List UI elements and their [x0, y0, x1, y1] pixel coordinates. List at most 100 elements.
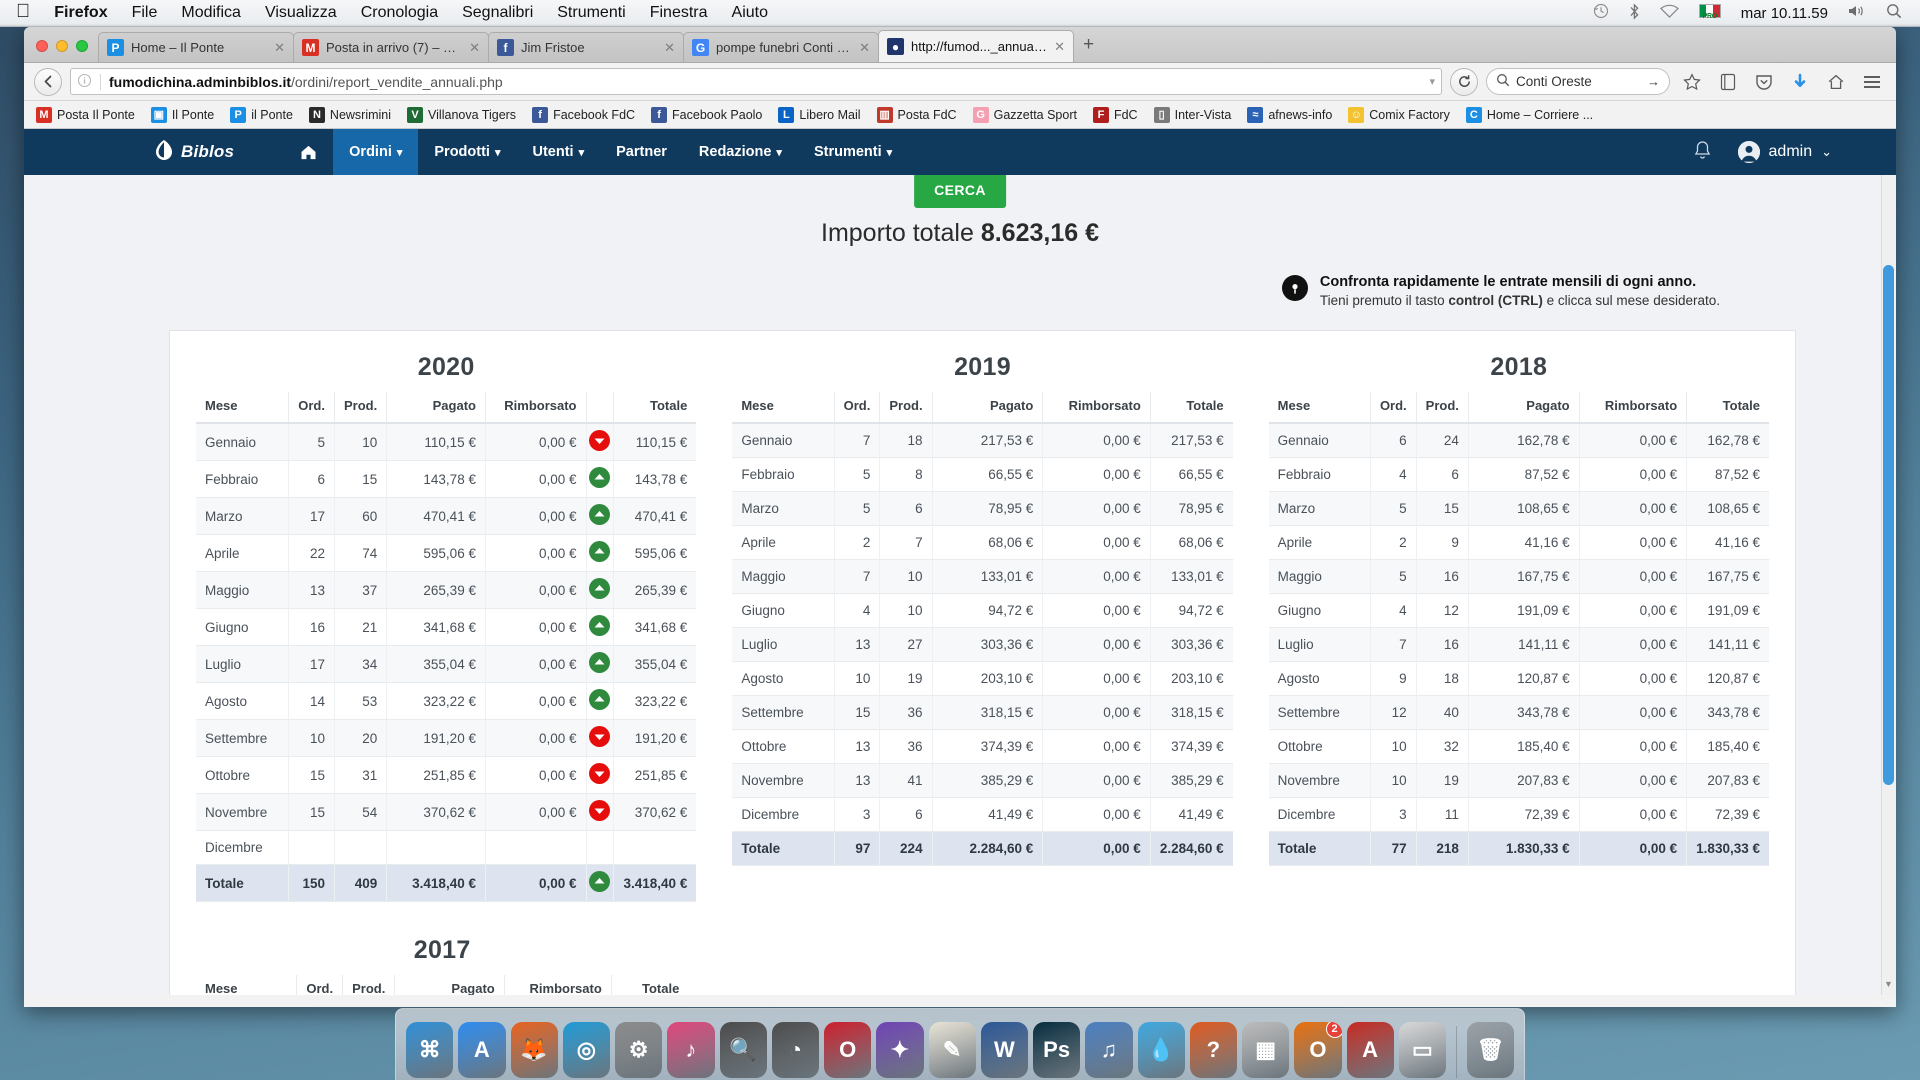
- wifi-icon[interactable]: [1659, 4, 1679, 22]
- cell-mese[interactable]: Agosto: [1268, 661, 1371, 696]
- dock-icon-opera[interactable]: O: [824, 1022, 872, 1078]
- cell-mese[interactable]: Marzo: [196, 497, 290, 535]
- cell-mese[interactable]: Gennaio: [732, 423, 835, 458]
- nav-item-redazione[interactable]: Redazione ▾: [683, 129, 798, 175]
- home-icon[interactable]: [1822, 68, 1850, 96]
- close-window-button[interactable]: [36, 40, 48, 52]
- table-row[interactable]: Marzo 5 6 78,95 €0,00 €78,95 €: [732, 491, 1233, 526]
- table-row[interactable]: Maggio 7 10 133,01 €0,00 €133,01 €: [732, 559, 1233, 594]
- table-row[interactable]: Dicembre: [196, 830, 697, 865]
- cell-mese[interactable]: Luglio: [732, 627, 835, 662]
- bookmark-item[interactable]: G Gazzetta Sport: [967, 105, 1083, 125]
- apple-logo-icon[interactable]: : [16, 2, 30, 21]
- cell-mese[interactable]: Gennaio: [196, 423, 290, 461]
- dock-icon-audacity[interactable]: ♫: [1085, 1022, 1133, 1078]
- cell-mese[interactable]: Giugno: [196, 608, 290, 646]
- bookmark-item[interactable]: N Newsrimini: [303, 105, 397, 125]
- bookmark-item[interactable]: C Home – Corriere ...: [1460, 105, 1599, 125]
- browser-tab-active[interactable]: ● http://fumod..._annuali.php ✕: [878, 30, 1074, 62]
- dock-icon-calculator[interactable]: ▦: [1242, 1022, 1290, 1078]
- table-row[interactable]: Giugno 4 10 94,72 €0,00 €94,72 €: [732, 593, 1233, 628]
- cell-mese[interactable]: Ottobre: [196, 756, 290, 794]
- table-row[interactable]: Novembre 10 19 207,83 €0,00 €207,83 €: [1268, 763, 1769, 798]
- cell-mese[interactable]: Febbraio: [196, 460, 290, 498]
- bookmark-item[interactable]: ≈ afnews-info: [1241, 105, 1338, 125]
- cell-mese[interactable]: Ottobre: [732, 729, 835, 764]
- close-icon[interactable]: ✕: [274, 39, 285, 55]
- cell-mese[interactable]: Luglio: [196, 645, 290, 683]
- table-row[interactable]: Marzo 17 60 470,41 €0,00 €470,41 €: [196, 497, 697, 535]
- browser-tab[interactable]: M Posta in arrivo (7) – pguid... ✕: [293, 32, 489, 62]
- cell-mese[interactable]: Novembre: [196, 793, 290, 831]
- table-row[interactable]: Settembre 12 40 343,78 €0,00 €343,78 €: [1268, 695, 1769, 730]
- menu-item-aiuto[interactable]: Aiuto: [717, 4, 768, 21]
- table-row[interactable]: Aprile 2 7 68,06 €0,00 €68,06 €: [732, 525, 1233, 560]
- bookmark-item[interactable]: ▣ Il Ponte: [145, 105, 220, 125]
- cell-mese[interactable]: Aprile: [196, 534, 290, 572]
- bookmark-item[interactable]: M Posta Il Ponte: [30, 105, 141, 125]
- cell-mese[interactable]: Settembre: [732, 695, 835, 730]
- menu-item-visualizza[interactable]: Visualizza: [250, 4, 337, 21]
- scrollbar-thumb[interactable]: [1883, 265, 1894, 785]
- dock-icon-finder[interactable]: ⌘: [406, 1022, 454, 1078]
- dock-icon-presentation[interactable]: ▭: [1398, 1022, 1446, 1078]
- menu-item-strumenti[interactable]: Strumenti: [543, 4, 625, 21]
- table-row[interactable]: Dicembre 3 11 72,39 €0,00 €72,39 €: [1268, 797, 1769, 832]
- star-icon[interactable]: [1678, 68, 1706, 96]
- user-menu[interactable]: admin ⌄: [1737, 141, 1832, 163]
- table-row[interactable]: Luglio 13 27 303,36 €0,00 €303,36 €: [732, 627, 1233, 662]
- table-row[interactable]: Luglio 7 16 141,11 €0,00 €141,11 €: [1268, 627, 1769, 662]
- table-row[interactable]: Gennaio 6 24 162,78 €0,00 €162,78 €: [1268, 423, 1769, 458]
- cell-mese[interactable]: Marzo: [732, 491, 835, 526]
- table-row[interactable]: Novembre 13 41 385,29 €0,00 €385,29 €: [732, 763, 1233, 798]
- table-row[interactable]: Giugno 16 21 341,68 €0,00 €341,68 €: [196, 608, 697, 646]
- cell-mese[interactable]: Giugno: [732, 593, 835, 628]
- dock-icon-helper-app[interactable]: ?: [1189, 1022, 1237, 1078]
- hamburger-menu-icon[interactable]: [1858, 68, 1886, 96]
- menu-item-firefox[interactable]: Firefox: [40, 4, 107, 21]
- table-row[interactable]: Maggio 13 37 265,39 €0,00 €265,39 €: [196, 571, 697, 609]
- nav-item-strumenti[interactable]: Strumenti ▾: [798, 129, 908, 175]
- maximize-window-button[interactable]: [76, 40, 88, 52]
- cell-mese[interactable]: Agosto: [196, 682, 290, 720]
- bookmark-item[interactable]: ▯ Inter-Vista: [1148, 105, 1238, 125]
- close-icon[interactable]: ✕: [859, 39, 870, 55]
- dock-icon-trash[interactable]: 🗑: [1466, 1022, 1515, 1078]
- table-row[interactable]: Settembre 15 36 318,15 €0,00 €318,15 €: [732, 695, 1233, 730]
- table-row[interactable]: Agosto 10 19 203,10 €0,00 €203,10 €: [732, 661, 1233, 696]
- bookmark-item[interactable]: ☺ Comix Factory: [1342, 105, 1456, 125]
- library-icon[interactable]: [1714, 68, 1742, 96]
- cell-mese[interactable]: Agosto: [732, 661, 835, 696]
- spotlight-search-icon[interactable]: [1886, 3, 1902, 23]
- nav-item-prodotti[interactable]: Prodotti ▾: [418, 129, 516, 175]
- table-row[interactable]: Aprile 2 9 41,16 €0,00 €41,16 €: [1268, 525, 1769, 560]
- cell-mese[interactable]: Settembre: [196, 719, 290, 757]
- dock-icon-text-editor[interactable]: ✎: [928, 1022, 976, 1078]
- cell-mese[interactable]: Novembre: [1268, 763, 1371, 798]
- cell-mese[interactable]: Settembre: [1268, 695, 1371, 730]
- italian-flag-icon[interactable]: PRO: [1698, 4, 1721, 22]
- cell-mese[interactable]: Maggio: [196, 571, 290, 609]
- bookmark-item[interactable]: F FdC: [1087, 105, 1144, 125]
- dock-icon-water-app[interactable]: 💧: [1137, 1022, 1185, 1078]
- nav-item-ordini[interactable]: Ordini ▾: [333, 129, 419, 175]
- dock-icon-acrobat-reader[interactable]: A: [1346, 1022, 1394, 1078]
- dock-icon-spotlight-search[interactable]: 🔍: [719, 1022, 767, 1078]
- dock-icon-app-store[interactable]: A: [458, 1022, 506, 1078]
- search-submit-button[interactable]: CERCA: [914, 173, 1006, 208]
- chevron-down-icon[interactable]: ▾: [1429, 76, 1435, 88]
- nav-home-button[interactable]: [284, 129, 333, 175]
- nav-item-partner[interactable]: Partner: [600, 129, 683, 175]
- info-icon[interactable]: [77, 73, 92, 91]
- menu-item-modifica[interactable]: Modifica: [167, 4, 241, 21]
- pocket-icon[interactable]: [1750, 68, 1778, 96]
- back-arrow-icon[interactable]: [34, 67, 62, 96]
- dock-icon-safari[interactable]: ◎: [562, 1022, 610, 1078]
- chevron-down-icon[interactable]: ⌄: [1821, 144, 1832, 159]
- browser-tab[interactable]: f Jim Fristoe ✕: [488, 32, 684, 62]
- table-row[interactable]: Maggio 5 16 167,75 €0,00 €167,75 €: [1268, 559, 1769, 594]
- cell-mese[interactable]: Ottobre: [1268, 729, 1371, 764]
- dock-icon-photos[interactable]: ◔: [771, 1022, 819, 1078]
